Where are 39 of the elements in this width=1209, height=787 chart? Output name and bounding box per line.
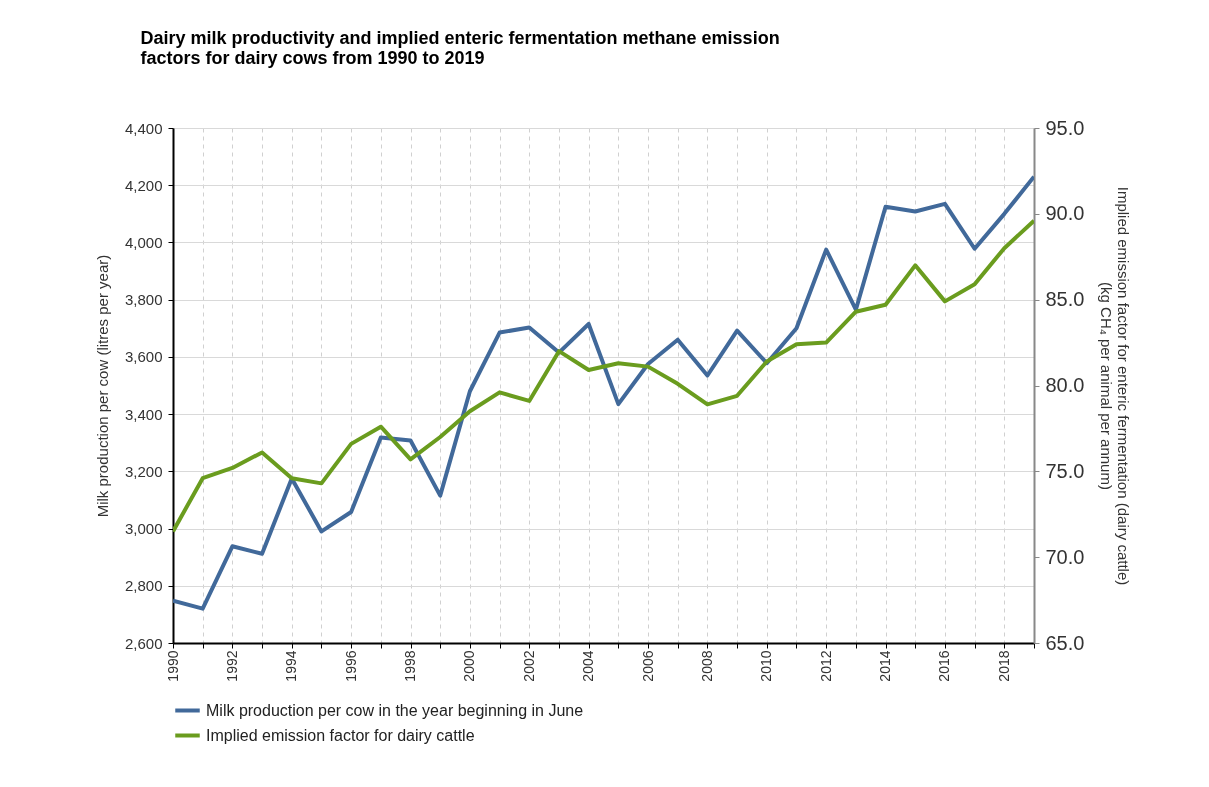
y2-tick-label: 85.0 [1045, 288, 1085, 311]
x-tick-label: 2008 [698, 650, 715, 682]
line-series [173, 218, 1034, 534]
x-tick-label: 2004 [580, 650, 597, 682]
x-tick-label: 1996 [342, 650, 359, 682]
y-tick-label: 4,000 [124, 233, 163, 251]
y-tick-label: 2,800 [124, 577, 163, 595]
y2-tick-label: 75.0 [1045, 459, 1085, 482]
line-series [173, 174, 1034, 611]
y-tick-label: 3,000 [124, 520, 163, 538]
y-tick-label: 3,800 [124, 291, 163, 309]
x-tick-label: 2006 [639, 650, 656, 682]
y-axis-title: Milk production per cow (litres per year) [93, 254, 111, 518]
y-tick-label: 3,600 [124, 348, 163, 366]
y-tick-label: 3,200 [124, 462, 163, 480]
y2-tick-label: 70.0 [1045, 545, 1085, 568]
legend-label: Implied emission factor for dairy cattle [206, 726, 475, 744]
x-tick-label: 1998 [402, 650, 419, 682]
y2-tick-label: 80.0 [1045, 374, 1085, 396]
x-tick-label: 1994 [283, 650, 300, 682]
x-tick-label: 2018 [995, 650, 1012, 682]
x-tick-label: 2012 [817, 650, 834, 682]
x-tick-label: 2000 [461, 650, 478, 682]
x-tick-label: 2014 [877, 650, 894, 682]
x-tick-label: 1990 [164, 650, 181, 682]
x-tick-label: 2002 [520, 650, 537, 682]
y-tick-label: 2,600 [124, 634, 163, 652]
y2-tick-label: 95.0 [1045, 116, 1085, 139]
y-tick-label: 4,400 [124, 119, 163, 137]
x-tick-label: 1992 [223, 650, 240, 682]
y2-tick-label: 65.0 [1045, 631, 1085, 654]
y2-tick-label: 90.0 [1045, 202, 1085, 225]
y-tick-label: 3,400 [124, 405, 163, 423]
y-tick-label: 4,200 [124, 176, 163, 194]
x-tick-label: 2010 [758, 650, 775, 682]
legend-label: Milk production per cow in the year beginning in June [206, 701, 584, 719]
chart-title: Dairy milk productivity and implied enteric fermentation methane emission factors for dairy cows from 1990 to 2019 [140, 28, 780, 68]
y2-axis-title: Implied emission factor for enteric fermentation (dairy cattle) (kg CH₄ per animal per annum) [1098, 186, 1133, 586]
x-tick-label: 2016 [936, 650, 953, 682]
